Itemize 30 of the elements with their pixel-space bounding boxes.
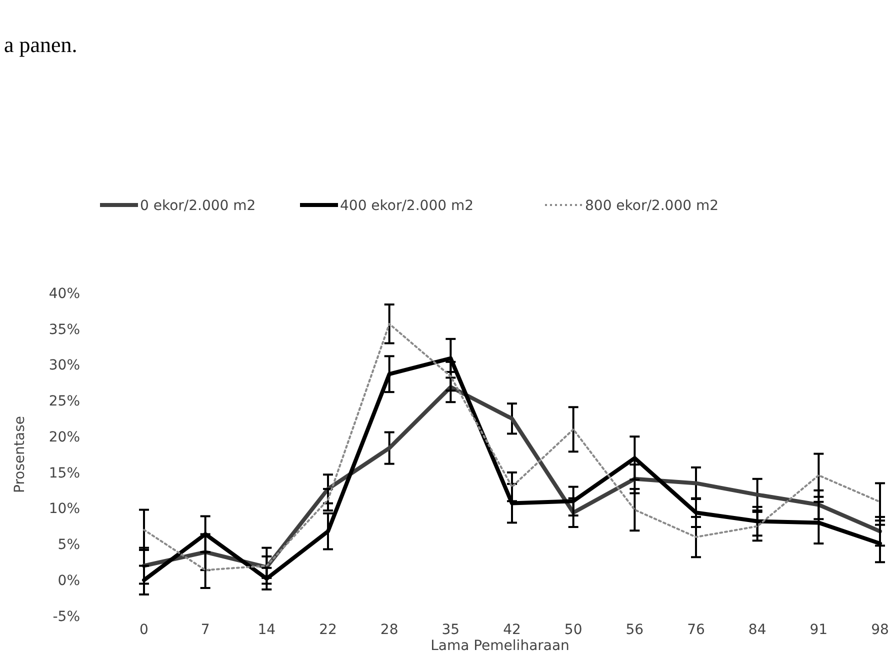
x-axis-title: Lama Pemeliharaan — [430, 638, 570, 654]
x-tick-label: 42 — [503, 622, 521, 638]
x-tick-label: 28 — [380, 622, 398, 638]
x-tick-label: 50 — [564, 622, 582, 638]
line-series — [143, 322, 881, 572]
y-tick-label: 25% — [48, 394, 80, 410]
text: a panen. — [4, 32, 78, 57]
y-tick-label: 0% — [58, 573, 80, 590]
x-tick-label: 76 — [687, 622, 705, 638]
y-tick-label: 20% — [48, 429, 80, 446]
x-tick-label: 35 — [442, 622, 460, 638]
y-tick-label: 5% — [58, 537, 80, 554]
y-tick-label: 35% — [48, 322, 80, 338]
x-tick-label: 22 — [319, 622, 337, 638]
y-tick-label: 15% — [48, 465, 80, 482]
legend-label: 0 ekor/2.000 m2 — [140, 198, 256, 214]
y-axis-title: Prosentase — [12, 416, 28, 493]
x-tick-label: 7 — [200, 622, 210, 638]
x-tick-label: 91 — [810, 622, 828, 638]
y-tick-label: 40% — [48, 286, 80, 302]
y-tick-label: -5% — [52, 608, 80, 625]
legend-label: 800 ekor/2.000 m2 — [585, 198, 719, 214]
x-tick-label: 14 — [258, 622, 276, 638]
y-tick-label: 10% — [48, 501, 80, 518]
y-tick-label: 30% — [48, 358, 80, 374]
x-tick-label: 98 — [871, 622, 889, 638]
x-tick-label: 84 — [748, 622, 766, 638]
legend-label: 400 ekor/2.000 m2 — [340, 198, 474, 214]
x-tick-label: 56 — [626, 622, 644, 638]
x-tick-label: 0 — [140, 622, 148, 638]
